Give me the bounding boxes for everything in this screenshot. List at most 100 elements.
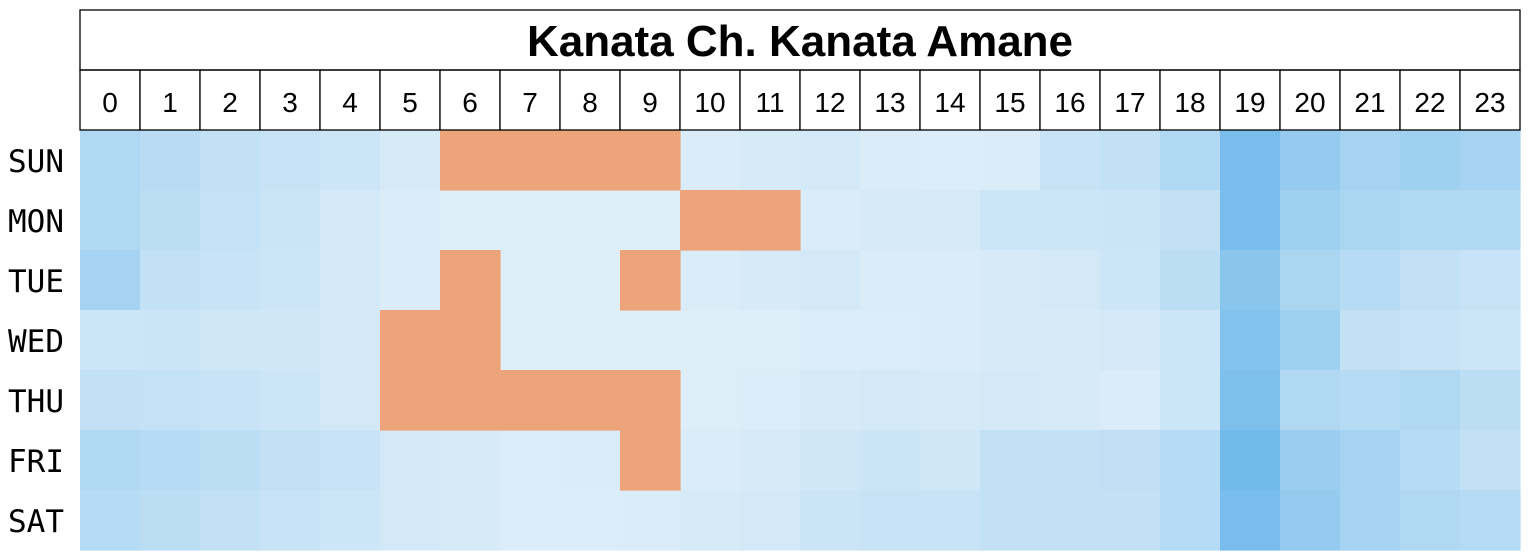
heatmap-cell-tue-11 [740,250,801,311]
hour-label-23: 23 [1474,87,1505,118]
heatmap-cell-tue-10 [680,250,741,311]
heatmap-cell-wed-17 [1100,310,1161,371]
highlight-blocks [380,130,801,491]
heatmap-cell-thu-12 [800,370,861,431]
heatmap-cell-mon-8 [560,190,621,251]
heatmap-cell-tue-21 [1340,250,1401,311]
heatmap-cell-fri-7 [500,430,561,491]
heatmap-cell-sun-17 [1100,130,1161,191]
heatmap-cell-fri-15 [980,430,1041,491]
heatmap-cell-sat-10 [680,490,741,551]
hour-label-12: 12 [814,87,845,118]
hour-label-21: 21 [1354,87,1385,118]
heatmap-cell-mon-23 [1460,190,1521,251]
heatmap-cell-tue-1 [140,250,201,311]
heatmap-cell-thu-4 [320,370,381,431]
heatmap-cell-wed-15 [980,310,1041,371]
heatmap-cell-sun-21 [1340,130,1401,191]
hour-label-8: 8 [582,87,598,118]
heatmap-cell-tue-14 [920,250,981,311]
hour-header-cell [1099,69,1161,131]
heatmap-cell-sat-13 [860,490,921,551]
heatmap-cell-fri-19 [1220,430,1281,491]
highlight-block-wed-5 [380,310,441,371]
hour-header: 0 1 2 3 4 5 6 7 8 9 10 11 12 13 14 15 16 17 18 19 20 21 22 23 [79,69,1521,131]
heatmap-cell-wed-16 [1040,310,1101,371]
hour-header-cell [1279,69,1341,131]
heatmap-cell-thu-21 [1340,370,1401,431]
highlight-block-sun-7 [500,130,561,191]
hour-label-20: 20 [1294,87,1325,118]
hour-header-cell [1159,69,1221,131]
heatmap-cell-wed-18 [1160,310,1221,371]
heatmap-cell-sat-20 [1280,490,1341,551]
heatmap-cell-fri-1 [140,430,201,491]
highlight-block-thu-9 [620,370,681,431]
heatmap-cell-sat-8 [560,490,621,551]
heatmap-cell-sun-11 [740,130,801,191]
heatmap-cell-tue-19 [1220,250,1281,311]
hour-label-0: 0 [102,87,118,118]
heatmap-cell-mon-5 [380,190,441,251]
hour-label-10: 10 [694,87,725,118]
hour-label-14: 14 [934,87,965,118]
heatmap-cell-fri-2 [200,430,261,491]
heatmap-cell-thu-2 [200,370,261,431]
hour-header-cell [679,69,741,131]
heatmap-cell-sun-14 [920,130,981,191]
heatmap-cell-fri-20 [1280,430,1341,491]
hour-label-1: 1 [162,87,178,118]
hour-label-15: 15 [994,87,1025,118]
heatmap-cell-tue-2 [200,250,261,311]
heatmap-cell-tue-16 [1040,250,1101,311]
heatmap-cell-mon-6 [440,190,501,251]
heatmap-cell-tue-3 [260,250,321,311]
hour-label-19: 19 [1234,87,1265,118]
heatmap-cell-fri-21 [1340,430,1401,491]
hour-header-cell [619,69,681,131]
hour-header-cell [439,69,501,131]
heatmap-cell-wed-3 [260,310,321,371]
heatmap-cell-wed-11 [740,310,801,371]
heatmap-cell-sun-13 [860,130,921,191]
heatmap-cell-tue-18 [1160,250,1221,311]
heatmap-cell-fri-8 [560,430,621,491]
highlight-block-thu-7 [500,370,561,431]
heatmap-cell-sun-2 [200,130,261,191]
hour-header-cell [1039,69,1101,131]
heatmap-cell-fri-12 [800,430,861,491]
heatmap-cell-sat-19 [1220,490,1281,551]
heatmap-cell-fri-22 [1400,430,1461,491]
chart-title: Kanata Ch. Kanata Amane [527,17,1073,66]
heatmap-cell-tue-8 [560,250,621,311]
heatmap-cell-fri-18 [1160,430,1221,491]
heatmap-cell-mon-12 [800,190,861,251]
heatmap-cell-sat-15 [980,490,1041,551]
hour-header-cell [1399,69,1461,131]
heatmap-cell-wed-19 [1220,310,1281,371]
highlight-block-mon-10 [680,190,741,251]
heatmap-cell-thu-20 [1280,370,1341,431]
heatmap-cell-sun-22 [1400,130,1461,191]
heatmap-cell-sun-16 [1040,130,1101,191]
day-label-tue: TUE [8,264,64,300]
heatmap-cell-mon-7 [500,190,561,251]
highlight-block-fri-9 [620,430,681,491]
heatmap-cell-thu-22 [1400,370,1461,431]
hour-label-3: 3 [282,87,298,118]
heatmap-cell-tue-20 [1280,250,1341,311]
heatmap-cell-mon-14 [920,190,981,251]
heatmap-cell-mon-2 [200,190,261,251]
heatmap-cell-wed-12 [800,310,861,371]
heatmap-cell-sun-15 [980,130,1041,191]
heatmap-cell-sat-1 [140,490,201,551]
heatmap-cell-sun-1 [140,130,201,191]
heatmap-cell-tue-17 [1100,250,1161,311]
heatmap-cell-sat-12 [800,490,861,551]
heatmap-cell-sun-20 [1280,130,1341,191]
heatmap-cell-mon-1 [140,190,201,251]
hour-label-5: 5 [402,87,418,118]
heatmap-cell-tue-22 [1400,250,1461,311]
day-labels: SUN MON TUE WED THU FRI SAT [8,144,64,540]
